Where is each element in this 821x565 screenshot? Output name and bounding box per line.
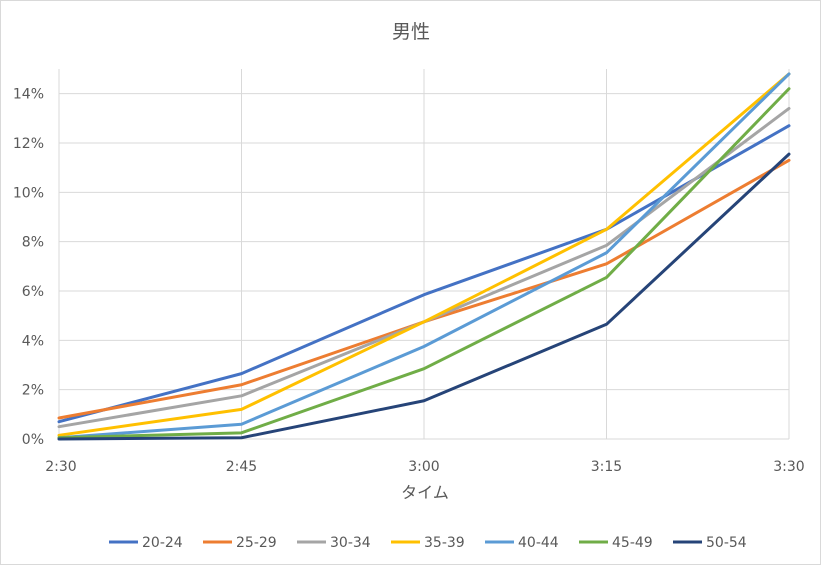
x-tick-label: 3:15 bbox=[591, 459, 622, 475]
y-tick-label: 4% bbox=[22, 333, 44, 349]
x-tick-label: 3:00 bbox=[408, 459, 439, 475]
y-tick-label: 2% bbox=[22, 383, 44, 399]
x-tick-label: 2:30 bbox=[45, 459, 76, 475]
legend-label: 50-54 bbox=[706, 535, 747, 551]
x-tick-label: 2:45 bbox=[226, 459, 257, 475]
legend-label: 45-49 bbox=[612, 535, 653, 551]
series-lines bbox=[57, 72, 791, 441]
legend-label: 30-34 bbox=[330, 535, 371, 551]
y-tick-label: 0% bbox=[22, 432, 44, 448]
y-tick-label: 6% bbox=[22, 284, 44, 300]
y-tick-label: 14% bbox=[13, 87, 44, 103]
legend-label: 25-29 bbox=[236, 535, 277, 551]
y-tick-label: 8% bbox=[22, 235, 44, 251]
gridlines bbox=[58, 69, 790, 440]
y-tick-label: 10% bbox=[13, 185, 44, 201]
y-axis-ticks: 0% 2% 4% 6% 8% 10% 12% 14% bbox=[13, 87, 44, 448]
legend-label: 35-39 bbox=[424, 535, 465, 551]
series-line-40-44 bbox=[57, 72, 791, 440]
series-line-50-54 bbox=[57, 152, 791, 441]
legend-label: 20-24 bbox=[142, 535, 183, 551]
series-line-35-39 bbox=[57, 72, 791, 437]
legend-label: 40-44 bbox=[518, 535, 559, 551]
legend: 20-24 25-29 30-34 35-39 40-44 45-49 50-54 bbox=[109, 535, 747, 551]
series-line-45-49 bbox=[57, 87, 791, 440]
chart-title: 男性 bbox=[392, 21, 430, 43]
x-axis-title: タイム bbox=[401, 483, 449, 502]
y-tick-label: 12% bbox=[13, 136, 44, 152]
x-axis-ticks: 2:30 2:45 3:00 3:15 3:30 bbox=[45, 459, 804, 475]
x-tick-label: 3:30 bbox=[773, 459, 804, 475]
